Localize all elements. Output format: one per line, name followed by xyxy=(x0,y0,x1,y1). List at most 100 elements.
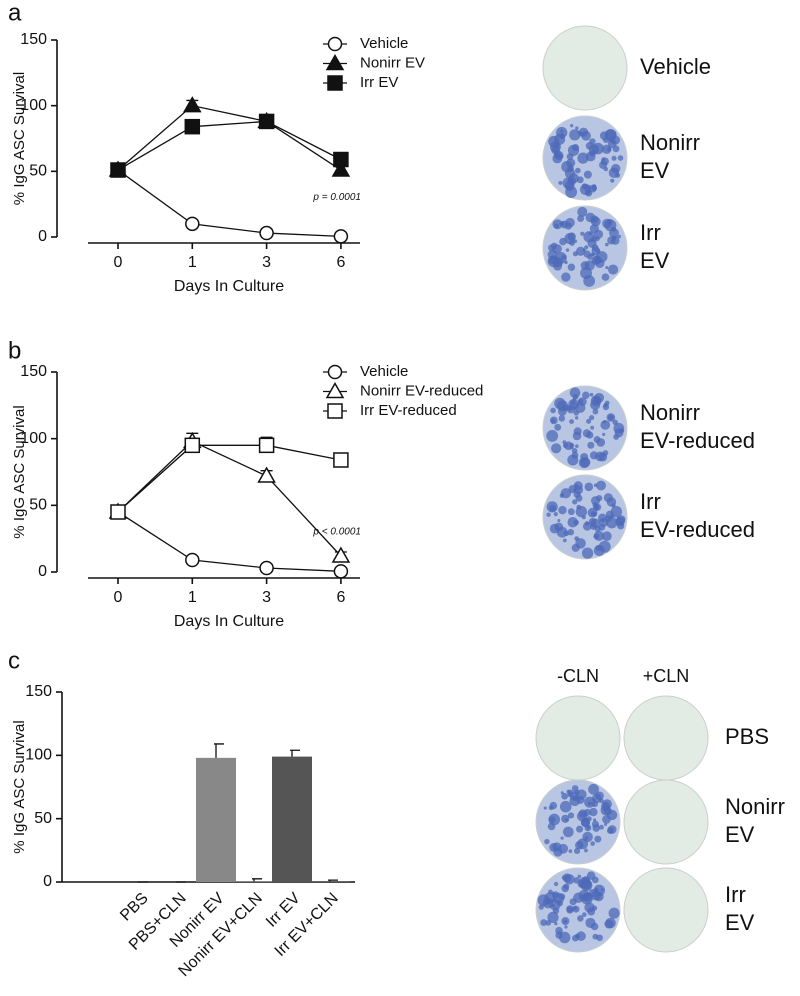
colony xyxy=(558,506,567,515)
colony xyxy=(554,133,566,145)
colony xyxy=(554,397,566,410)
colony xyxy=(573,519,579,526)
colony xyxy=(584,184,592,192)
colony xyxy=(604,919,614,929)
colony xyxy=(566,906,574,914)
colony xyxy=(584,521,590,526)
colony xyxy=(606,218,613,225)
y-tick-label: 50 xyxy=(29,497,47,514)
legend-marker xyxy=(327,36,343,52)
series-line xyxy=(117,104,342,171)
dish-label: Irr xyxy=(725,882,746,907)
colony xyxy=(562,826,574,838)
colony xyxy=(559,237,567,246)
colony xyxy=(584,482,594,492)
colony xyxy=(584,848,588,853)
colony xyxy=(617,155,624,161)
y-tick-label: 100 xyxy=(20,97,47,114)
colony xyxy=(598,824,604,830)
legend-label: Vehicle xyxy=(360,35,408,52)
colony xyxy=(551,904,555,908)
legend-marker xyxy=(327,364,343,380)
colony xyxy=(577,874,582,879)
colony xyxy=(570,124,574,128)
colony xyxy=(546,429,559,442)
colony xyxy=(583,170,592,179)
dish-label: Nonirr xyxy=(640,130,700,155)
colony xyxy=(571,543,580,552)
colony xyxy=(547,249,558,260)
colony xyxy=(569,387,581,399)
x-tick-label: 3 xyxy=(262,589,271,606)
colony xyxy=(590,890,602,901)
annotation: p < 0.0001 xyxy=(312,527,361,538)
legend-marker xyxy=(325,381,345,399)
data-point xyxy=(183,96,202,113)
y-tick-label: 150 xyxy=(20,363,47,380)
colony xyxy=(600,420,611,430)
y-tick-label: 50 xyxy=(34,810,52,827)
legend-label: Nonirr EV xyxy=(360,54,425,71)
colony xyxy=(567,812,575,819)
dish xyxy=(623,779,709,865)
bar xyxy=(234,881,274,882)
data-point xyxy=(333,151,349,168)
colony xyxy=(610,178,615,183)
colony xyxy=(589,392,594,397)
colony xyxy=(554,423,562,431)
colony xyxy=(572,905,577,910)
legend-marker xyxy=(327,75,343,91)
colony xyxy=(594,236,600,242)
colony xyxy=(574,416,579,420)
y-tick-label: 50 xyxy=(29,163,47,180)
colony xyxy=(540,919,548,926)
colony xyxy=(575,167,581,174)
dish-label: EV-reduced xyxy=(640,517,755,542)
column-label: +CLN xyxy=(643,666,690,686)
series-line xyxy=(117,120,342,171)
y-axis-label: % IgG ASC Survival xyxy=(11,405,28,538)
colony xyxy=(590,252,594,257)
colony xyxy=(583,231,595,243)
colony xyxy=(547,911,559,924)
series-line xyxy=(117,169,341,237)
colony xyxy=(601,531,612,542)
error-bar xyxy=(290,749,300,757)
colony xyxy=(558,415,566,422)
colony xyxy=(593,530,605,542)
colony xyxy=(559,931,571,944)
colony xyxy=(578,457,590,469)
colony xyxy=(590,841,595,846)
colony xyxy=(587,801,592,806)
colony xyxy=(587,441,595,449)
colony xyxy=(612,145,620,153)
colony xyxy=(586,431,594,439)
colony xyxy=(601,157,609,166)
colony xyxy=(607,264,619,275)
colony xyxy=(561,792,568,800)
colony xyxy=(550,418,556,424)
colony xyxy=(565,248,570,252)
colony xyxy=(581,130,591,141)
colony xyxy=(605,266,609,270)
y-tick-label: 0 xyxy=(38,563,47,580)
colony xyxy=(550,407,556,414)
colony xyxy=(557,518,561,523)
colony xyxy=(591,820,600,828)
colony xyxy=(559,800,572,813)
error-bar xyxy=(328,879,338,882)
colony xyxy=(603,403,608,408)
colony xyxy=(566,404,576,414)
colony xyxy=(603,166,609,172)
colony xyxy=(560,791,564,795)
colony xyxy=(602,799,612,809)
colony xyxy=(583,275,596,287)
colony xyxy=(602,432,606,437)
colony xyxy=(567,232,576,241)
colony xyxy=(590,425,595,430)
colony xyxy=(561,272,571,282)
series-line xyxy=(117,511,341,572)
colony xyxy=(590,518,601,529)
colony xyxy=(590,511,596,517)
colony xyxy=(548,889,553,895)
